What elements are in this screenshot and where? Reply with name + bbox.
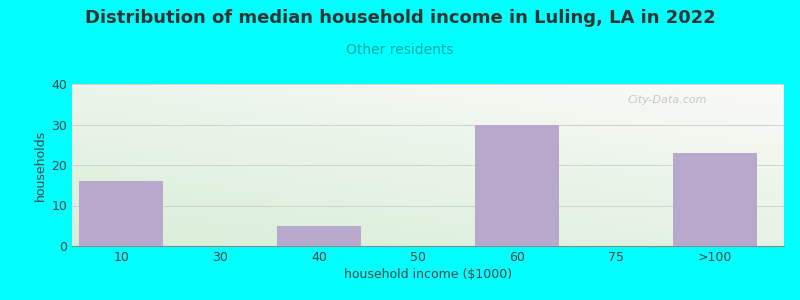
Text: City-Data.com: City-Data.com xyxy=(627,95,707,105)
Bar xyxy=(277,226,362,246)
Bar xyxy=(475,124,559,246)
Bar xyxy=(79,181,163,246)
Text: Distribution of median household income in Luling, LA in 2022: Distribution of median household income … xyxy=(85,9,715,27)
Text: Other residents: Other residents xyxy=(346,44,454,58)
Bar xyxy=(673,153,757,246)
X-axis label: household income ($1000): household income ($1000) xyxy=(344,268,512,281)
Y-axis label: households: households xyxy=(34,129,47,201)
